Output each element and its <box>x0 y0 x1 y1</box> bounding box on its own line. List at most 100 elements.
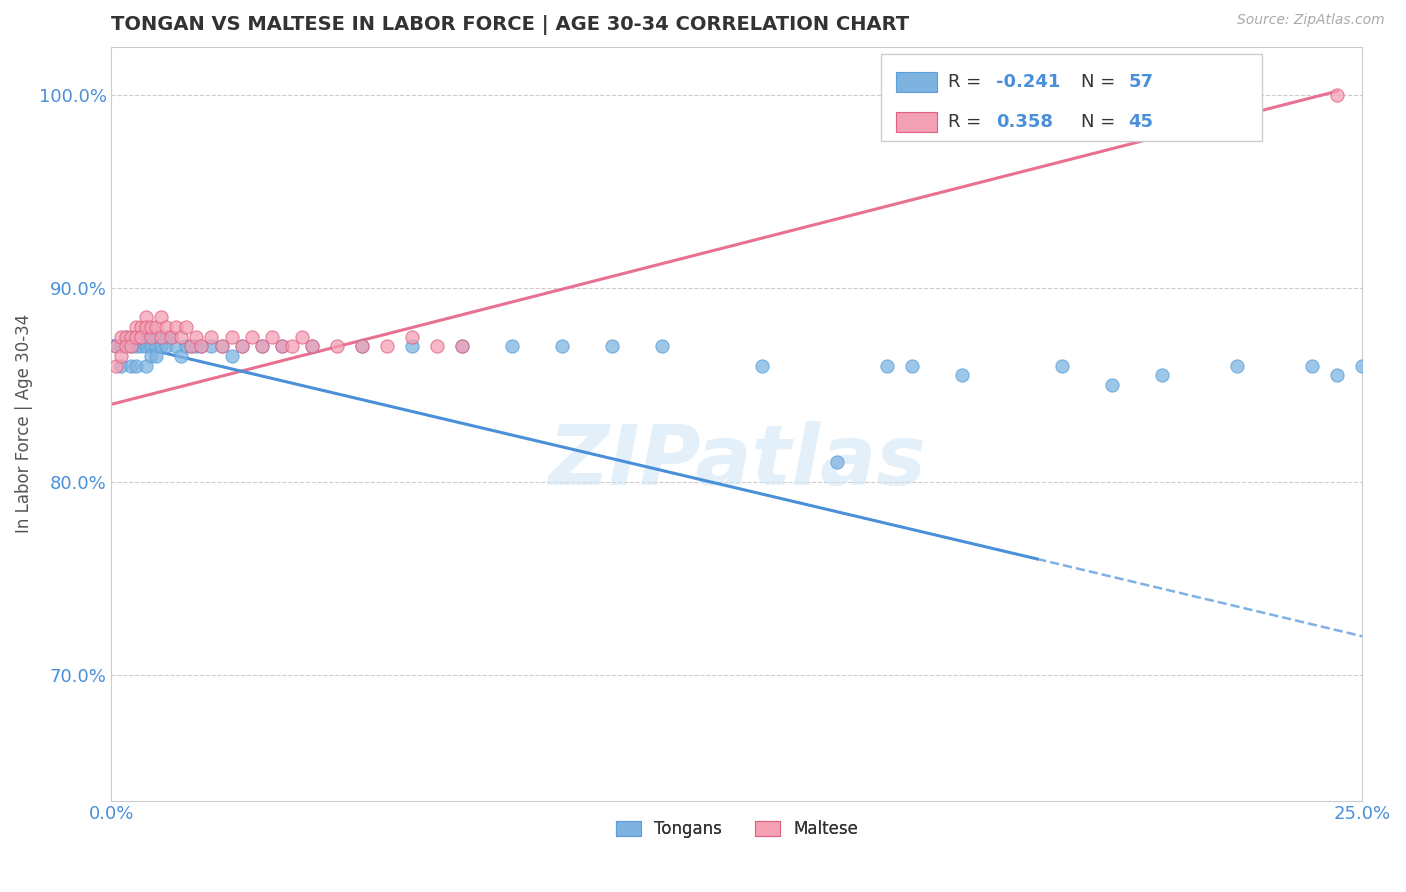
Y-axis label: In Labor Force | Age 30-34: In Labor Force | Age 30-34 <box>15 314 32 533</box>
Point <box>120 329 142 343</box>
Point <box>166 339 188 353</box>
Point <box>190 339 212 353</box>
Point <box>325 339 347 353</box>
Point <box>876 359 898 373</box>
Point <box>176 320 198 334</box>
Point <box>110 329 132 343</box>
Point <box>125 359 148 373</box>
Text: 0.358: 0.358 <box>995 112 1053 131</box>
Point <box>160 329 183 343</box>
Point <box>120 339 142 353</box>
Point <box>155 339 177 353</box>
Point <box>1301 359 1323 373</box>
Point <box>141 329 163 343</box>
Point <box>166 320 188 334</box>
Point <box>141 320 163 334</box>
Point <box>105 339 128 353</box>
Point <box>211 339 233 353</box>
Point <box>221 329 243 343</box>
Text: 45: 45 <box>1129 112 1153 131</box>
Point <box>131 329 153 343</box>
Point <box>651 339 673 353</box>
Point <box>180 339 202 353</box>
Point <box>125 339 148 353</box>
Point <box>270 339 292 353</box>
Point <box>1226 359 1249 373</box>
Point <box>135 359 157 373</box>
Point <box>751 359 773 373</box>
Point <box>301 339 323 353</box>
Point <box>1326 87 1348 102</box>
Text: -0.241: -0.241 <box>995 73 1060 91</box>
Point <box>1326 368 1348 383</box>
Point <box>450 339 472 353</box>
Point <box>301 339 323 353</box>
Point <box>280 339 302 353</box>
Point <box>150 339 173 353</box>
Text: Source: ZipAtlas.com: Source: ZipAtlas.com <box>1237 13 1385 28</box>
Point <box>120 339 142 353</box>
Point <box>186 339 208 353</box>
Point <box>600 339 623 353</box>
Point <box>200 339 222 353</box>
Point <box>155 320 177 334</box>
FancyBboxPatch shape <box>880 54 1263 141</box>
Point <box>141 339 163 353</box>
Point <box>145 320 167 334</box>
Point <box>170 349 193 363</box>
Point <box>110 349 132 363</box>
Point <box>145 349 167 363</box>
Point <box>401 329 423 343</box>
Text: TONGAN VS MALTESE IN LABOR FORCE | AGE 30-34 CORRELATION CHART: TONGAN VS MALTESE IN LABOR FORCE | AGE 3… <box>111 15 910 35</box>
Text: N =: N = <box>1081 73 1121 91</box>
Point <box>135 339 157 353</box>
Point <box>170 329 193 343</box>
Point <box>190 339 212 353</box>
Point <box>221 349 243 363</box>
Point <box>125 329 148 343</box>
Point <box>131 320 153 334</box>
Point <box>1152 368 1174 383</box>
Point <box>240 329 263 343</box>
Point <box>1050 359 1073 373</box>
Point <box>135 329 157 343</box>
Point <box>145 339 167 353</box>
Point <box>155 329 177 343</box>
Legend: Tongans, Maltese: Tongans, Maltese <box>609 814 865 845</box>
Point <box>160 329 183 343</box>
Point <box>1351 359 1374 373</box>
Point <box>825 455 848 469</box>
Point <box>131 339 153 353</box>
Point <box>1101 378 1123 392</box>
Text: R =: R = <box>949 112 987 131</box>
Point <box>270 339 292 353</box>
Point <box>150 310 173 325</box>
Point <box>350 339 373 353</box>
Point <box>186 329 208 343</box>
Point <box>105 359 128 373</box>
Point <box>131 329 153 343</box>
Point <box>501 339 523 353</box>
Text: ZIPatlas: ZIPatlas <box>548 421 927 502</box>
Point <box>290 329 312 343</box>
Point <box>450 339 472 353</box>
Point <box>115 339 138 353</box>
Text: 57: 57 <box>1129 73 1153 91</box>
Point <box>250 339 273 353</box>
Point <box>375 339 398 353</box>
Point <box>200 329 222 343</box>
Point <box>145 329 167 343</box>
Text: N =: N = <box>1081 112 1121 131</box>
Point <box>115 329 138 343</box>
FancyBboxPatch shape <box>896 72 936 92</box>
Text: R =: R = <box>949 73 987 91</box>
Point <box>551 339 574 353</box>
Point <box>110 339 132 353</box>
Point <box>120 359 142 373</box>
Point <box>150 329 173 343</box>
Point <box>180 339 202 353</box>
Point <box>135 310 157 325</box>
Point <box>105 339 128 353</box>
Point <box>426 339 449 353</box>
Point <box>135 320 157 334</box>
